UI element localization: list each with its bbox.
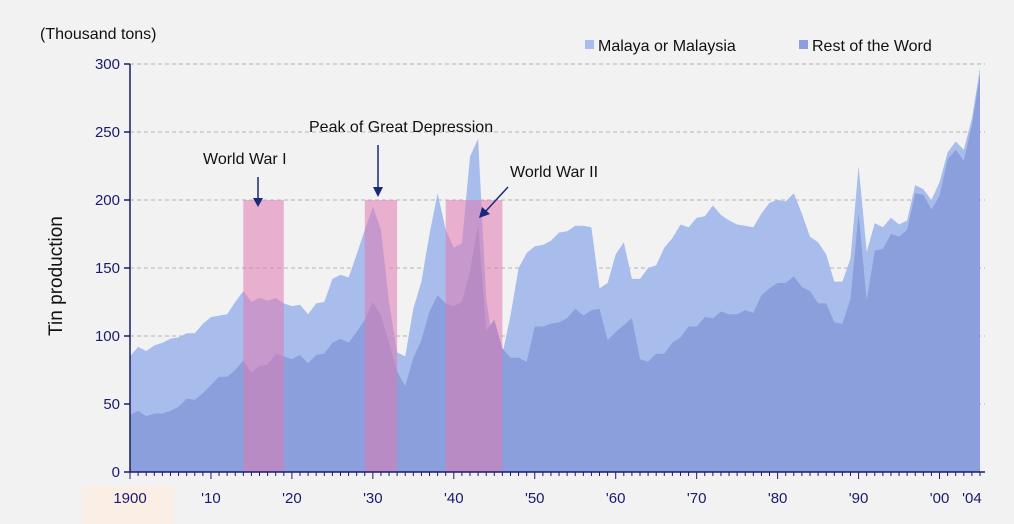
y-tick-label: 100 xyxy=(95,328,120,345)
annotation-ww1: World War I xyxy=(203,151,287,168)
y-tick-label: 50 xyxy=(103,396,120,413)
x-tick-label: 1900 xyxy=(113,490,146,507)
legend-label-malaya: Malaya or Malaysia xyxy=(598,38,736,55)
x-tick-label: '20 xyxy=(282,490,302,507)
legend: Malaya or Malaysia Rest of the Word xyxy=(585,38,932,55)
y-axis-title: Tin production xyxy=(46,216,67,336)
x-axis-highlight xyxy=(82,486,174,524)
annotation-ww2-arrow xyxy=(484,186,509,213)
axes: 0 50 100 150 200 250 300 1900 '10 '20 '30 '40 '50 '60… xyxy=(95,56,985,507)
highlight-band-ww1 xyxy=(243,200,284,472)
series-areas xyxy=(130,68,980,473)
x-tick-label: '10 xyxy=(201,490,221,507)
x-tick-label: '80 xyxy=(768,490,788,507)
x-tick-label: '70 xyxy=(687,490,707,507)
y-tick-label: 150 xyxy=(95,260,120,277)
highlight-band-ww2 xyxy=(445,200,503,472)
legend-swatch-rest xyxy=(799,40,808,49)
annotation-depression-arrowhead xyxy=(373,187,383,197)
x-tick-label: '60 xyxy=(606,490,626,507)
annotation-ww2: World War II xyxy=(510,164,598,181)
series-area-rest-of-world xyxy=(130,74,980,473)
annotation-ww1-arrowhead xyxy=(253,198,263,207)
annotations: World War I Peak of Great Depression Wor… xyxy=(203,119,598,218)
y-tick-label: 300 xyxy=(95,56,120,73)
x-tick-label: '00 xyxy=(930,490,950,507)
x-tick-label: '50 xyxy=(525,490,545,507)
annotation-ww2-arrowhead xyxy=(479,207,490,218)
legend-label-rest: Rest of the Word xyxy=(812,38,932,55)
x-tick-label: '90 xyxy=(849,490,869,507)
unit-label: (Thousand tons) xyxy=(40,26,157,43)
y-tick-label: 0 xyxy=(112,464,120,481)
annotation-depression: Peak of Great Depression xyxy=(309,119,493,136)
x-tick-label: '40 xyxy=(444,490,464,507)
x-tick-label: '04 xyxy=(962,490,982,507)
y-tick-label: 250 xyxy=(95,124,120,141)
highlight-band-depression xyxy=(364,200,398,472)
legend-swatch-malaya xyxy=(585,40,594,49)
y-tick-label: 200 xyxy=(95,192,120,209)
highlight-bands xyxy=(243,200,503,472)
x-tick-label: '30 xyxy=(363,490,383,507)
